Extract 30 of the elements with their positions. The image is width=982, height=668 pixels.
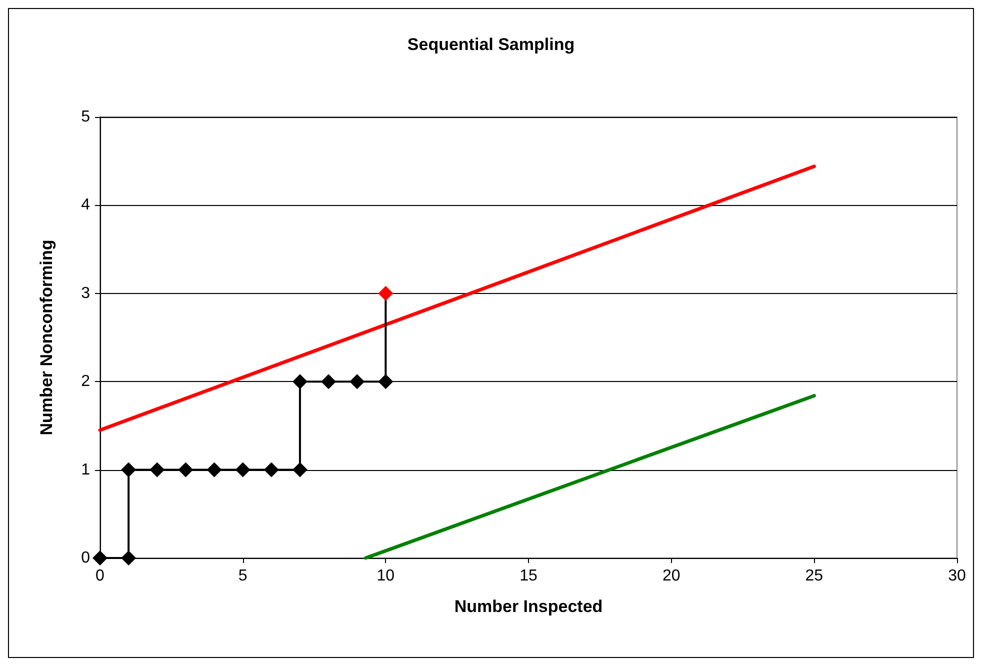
point <box>235 462 250 478</box>
y-tick-label: 4 <box>81 196 90 214</box>
point <box>378 286 394 301</box>
y-axis-title: Number Nonconforming <box>37 240 56 436</box>
y-tick-label: 0 <box>81 550 90 566</box>
point <box>264 462 279 478</box>
point <box>121 462 136 478</box>
point <box>350 374 365 390</box>
point <box>150 462 165 478</box>
x-tick-label: 25 <box>805 568 824 584</box>
x-axis-title: Number Inspected <box>454 597 603 616</box>
x-tick-label: 10 <box>376 568 395 584</box>
x-tick-label: 20 <box>662 568 680 584</box>
y-tick-label: 5 <box>81 108 90 126</box>
x-tick-label: 5 <box>238 568 248 584</box>
point <box>206 462 222 478</box>
x-tick-label: 15 <box>520 568 538 584</box>
point <box>121 550 136 566</box>
y-tick-label: 2 <box>81 373 90 390</box>
point <box>378 374 394 390</box>
point <box>92 550 108 566</box>
y-tick-label: 1 <box>81 461 90 478</box>
point <box>292 374 308 390</box>
x-tick-label: 0 <box>96 568 105 584</box>
point <box>178 462 194 478</box>
y-tick-label: 3 <box>81 284 90 302</box>
point <box>321 374 336 390</box>
x-tick-label: 30 <box>948 568 966 584</box>
point <box>292 462 308 478</box>
chart-title: Sequential Sampling <box>407 35 575 54</box>
